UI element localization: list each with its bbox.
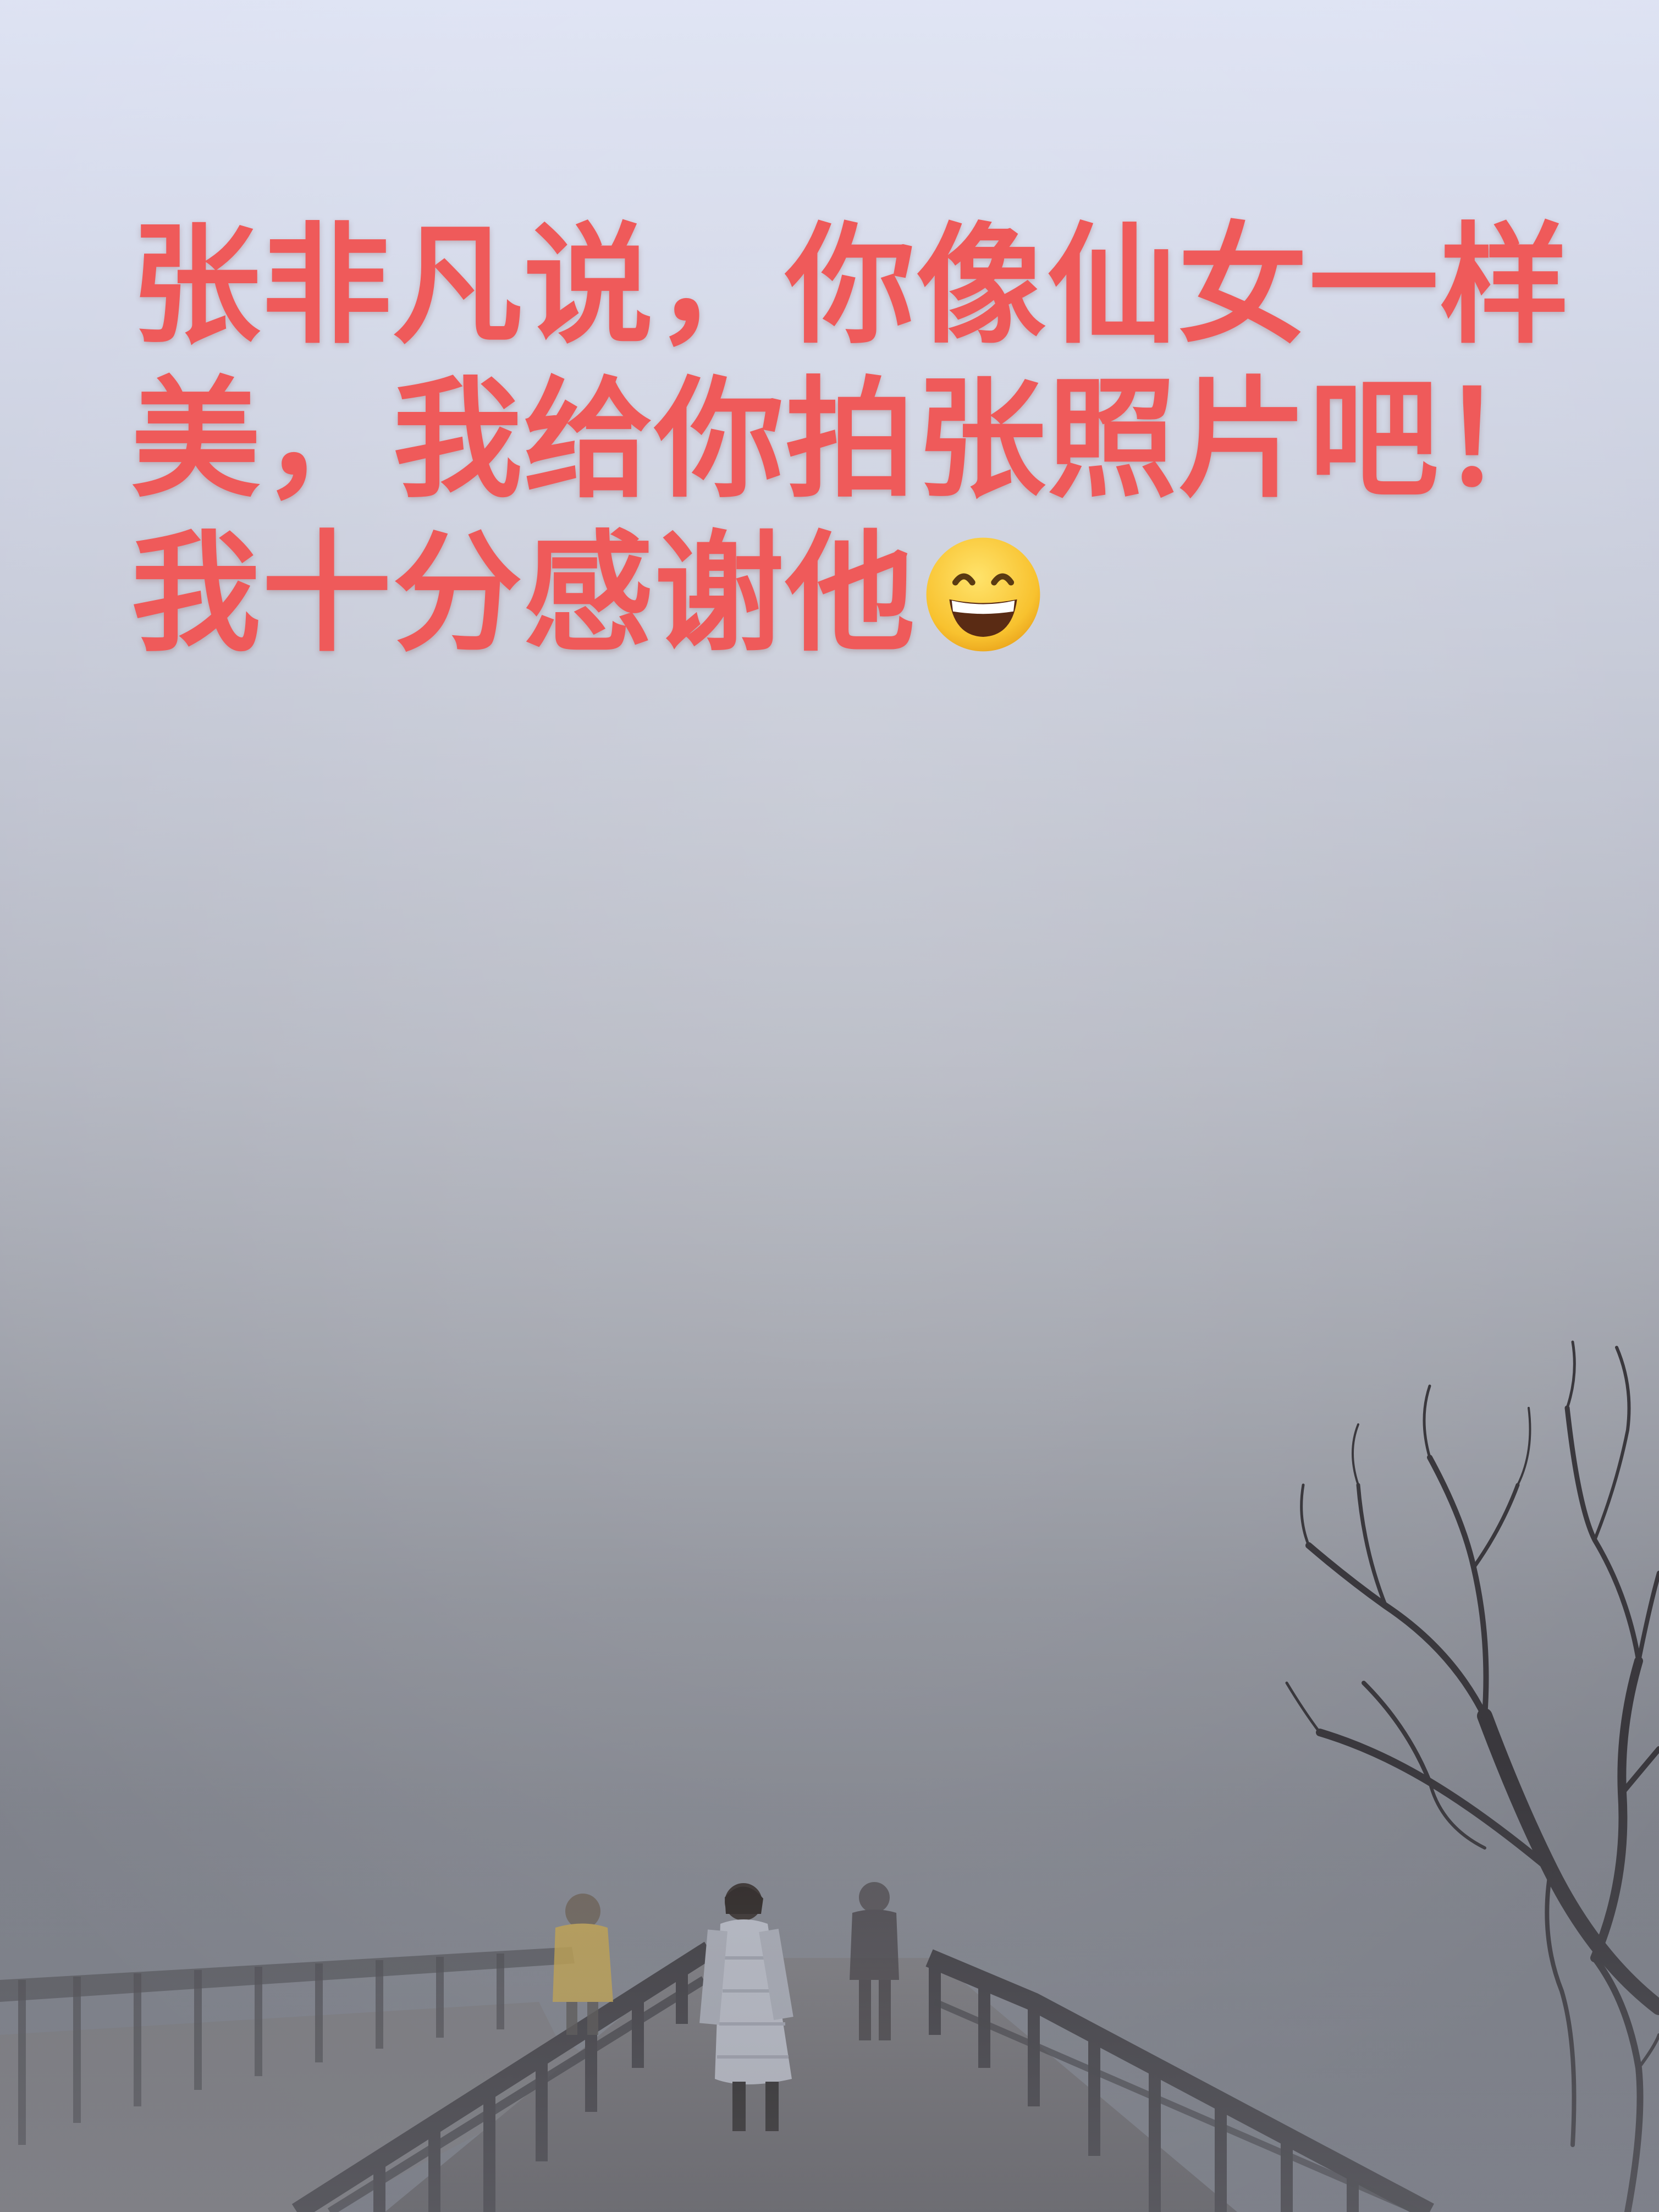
grinning-face-with-smiling-eyes-icon: [926, 537, 1040, 652]
caption-line-2: 美，我给你拍张照片吧！: [131, 364, 1571, 515]
caption-text: 张非凡说，你像仙女一样 美，我给你拍张照片吧！ 我十分感谢他: [131, 209, 1583, 671]
caption-line-3-text: 我十分感谢他: [131, 518, 917, 669]
caption-line-1: 张非凡说，你像仙女一样: [131, 210, 1571, 361]
caption-line-3: 我十分感谢他: [131, 517, 1583, 671]
low-fog: [0, 1760, 1659, 2212]
